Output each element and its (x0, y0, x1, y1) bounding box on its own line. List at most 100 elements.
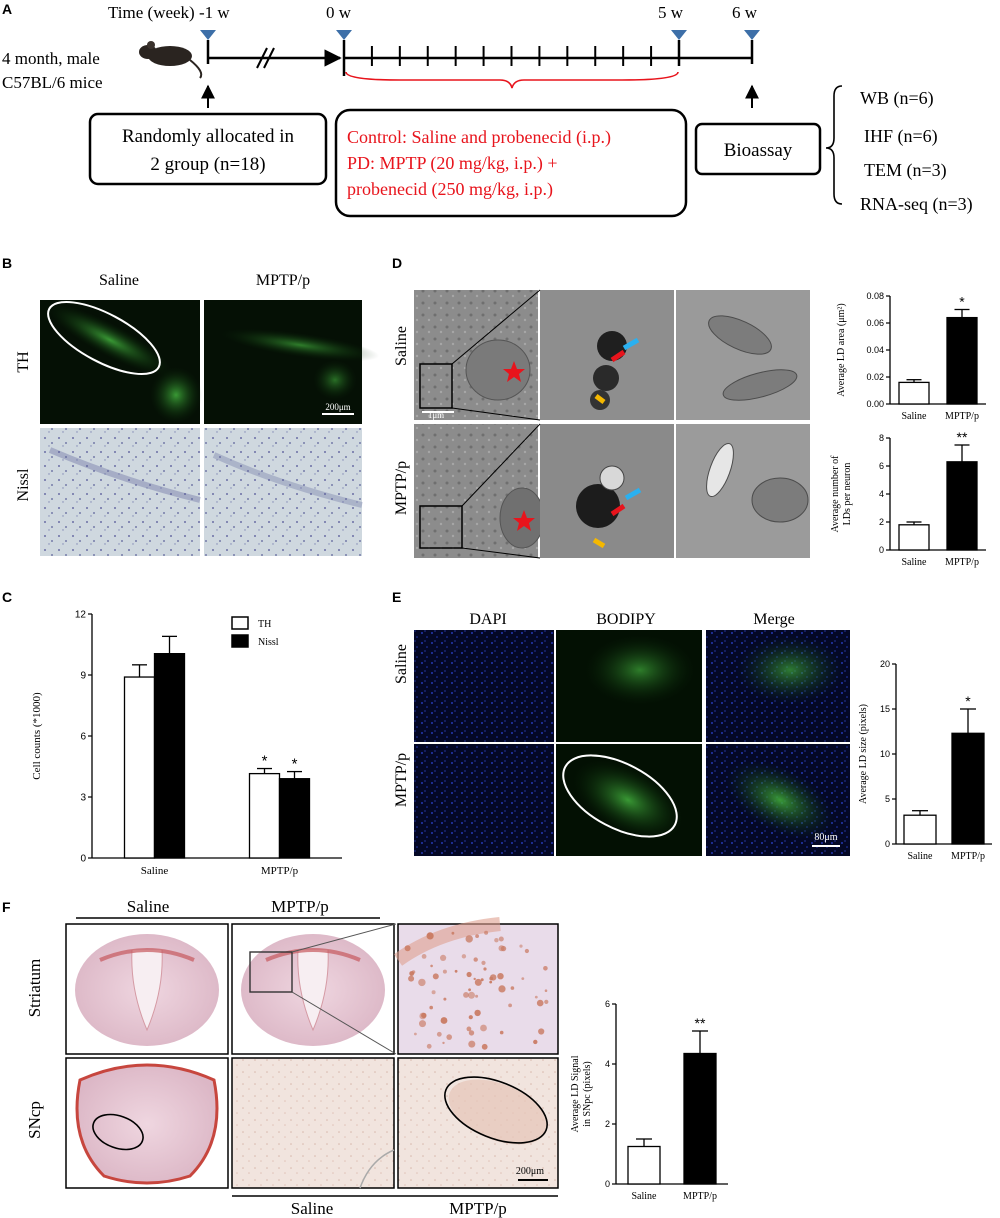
y-tick-label: 20 (880, 659, 890, 669)
arrow-yellow-icon (592, 537, 606, 549)
timeline-break-icon (256, 47, 275, 69)
dapi-saline-image (414, 630, 554, 742)
tem-saline-zoom (540, 290, 674, 420)
assay-brace (825, 85, 843, 205)
bar (278, 778, 311, 859)
lipid-droplet-dot (483, 967, 487, 971)
lipid-droplet-dot (494, 938, 499, 943)
timepoint-markers (200, 30, 760, 40)
lipid-droplet-dot (498, 985, 506, 993)
legend-label: TH (258, 619, 271, 630)
arrow-red-icon (610, 349, 626, 363)
nucleus-star-icon (503, 361, 525, 382)
panel-d: D Saline MPTP/p 1μm (392, 255, 986, 568)
lipid-droplet-dot (432, 973, 439, 980)
allocation-line2: 2 group (n=18) (150, 154, 265, 175)
bar (898, 381, 930, 405)
chart-e: 0 5 10 15 20 Average LD size (pixels) * Saline M… (858, 659, 992, 862)
mouse-icon (139, 41, 203, 79)
lipid-droplet-dot (499, 1030, 504, 1035)
panel-d-row-saline: Saline (393, 326, 410, 366)
y-tick-label: 0.06 (866, 318, 884, 328)
y-axis-label: in SNpc (pixels) (582, 1061, 593, 1127)
lipid-droplet-dot (481, 960, 486, 966)
x-tick-label: MPTP/p (945, 411, 979, 422)
tem-mptp-zoom (540, 424, 674, 558)
y-tick-label: 0 (605, 1179, 610, 1189)
timepoint-marker-icon (671, 30, 687, 40)
y-tick-label: 0 (885, 839, 890, 849)
striatum-mptp-image (231, 923, 395, 1055)
y-tick-label: 0.00 (866, 399, 884, 409)
x-tick-label: Saline (902, 557, 928, 568)
allocation-box (88, 112, 328, 186)
lipid-droplet-dot (421, 1012, 427, 1019)
panel-e: E DAPI BODIPY Merge Saline MPTP/p 80μm 0… (392, 589, 992, 862)
lipid-droplet-dot (510, 986, 515, 990)
lipid-droplet-dot (497, 973, 504, 980)
lipid-droplet-dot (475, 994, 479, 998)
panel-label-a: A (2, 1, 12, 17)
lipid-droplet-dot (426, 932, 434, 940)
bar (903, 814, 937, 845)
lipid-droplet-dot (475, 934, 479, 938)
lipid-droplet-dot (431, 990, 436, 995)
lipid-droplet-dot (508, 1003, 512, 1008)
x-tick-label: Saline (632, 1191, 658, 1202)
lipid-droplet-dot (466, 1026, 472, 1032)
assay-rnaseq: RNA-seq (n=3) (860, 194, 973, 215)
lipid-droplet-dot (473, 977, 476, 981)
panel-f: F Saline MPTP/p Striatum SNcp (2, 897, 728, 1218)
significance-label: * (262, 753, 268, 770)
legend-label: Nissl (258, 637, 279, 648)
panel-f-top-mptp: MPTP/p (271, 897, 329, 916)
panel-b-scalebar: 200μm (325, 402, 350, 412)
treatment-brace (345, 71, 679, 89)
y-axis-label: Cell counts (*1000) (31, 692, 43, 780)
tem-saline-mito (676, 290, 810, 420)
lipid-droplet-dot (430, 964, 433, 968)
y-tick-label: 6 (605, 999, 610, 1009)
assay-tem: TEM (n=3) (864, 160, 947, 181)
mouse-description-line1: 4 month, male (2, 49, 100, 68)
treatment-box (334, 108, 688, 218)
y-tick-label: 3 (80, 793, 86, 804)
timepoint-marker-icon (200, 30, 216, 40)
lipid-droplet-dot (484, 930, 489, 935)
bar (123, 676, 156, 859)
y-axis-label: Average number of (830, 455, 841, 533)
panel-e-row-saline: Saline (393, 644, 410, 684)
treatment-probenecid: probenecid (250 mg/kg, i.p.) (347, 179, 553, 200)
lipid-droplet-dot (468, 1015, 473, 1020)
week-5-label: 5 w (658, 3, 684, 22)
bar (683, 1052, 717, 1185)
panel-label-b: B (2, 255, 12, 271)
allocation-line1: Randomly allocated in (122, 126, 295, 147)
y-tick-label: 2 (605, 1119, 610, 1129)
lipid-droplet-dot (454, 969, 458, 973)
bar (951, 732, 985, 845)
lipid-droplet-dot (544, 989, 548, 992)
y-axis-label: Average LD Signal (570, 1055, 581, 1132)
panel-e-scalebar: 80μm (814, 832, 837, 843)
y-tick-label: 10 (880, 749, 890, 759)
y-tick-label: 0 (879, 545, 884, 555)
lipid-droplet-dot (409, 971, 415, 976)
significance-label: * (965, 693, 971, 709)
lipid-droplet-dot (543, 966, 548, 971)
striatum-zoom-image (393, 917, 559, 1055)
lipid-droplet-dot (418, 978, 426, 987)
panel-b-col-saline: Saline (99, 272, 139, 289)
panel-b-row-th: TH (15, 351, 32, 373)
panel-b: B Saline MPTP/p TH Nissl 200μm (2, 255, 380, 556)
lipid-droplet-dot (480, 978, 484, 982)
panel-f-bottom-mptp: MPTP/p (449, 1199, 507, 1218)
lipid-droplet-dot (421, 954, 427, 959)
lipid-droplet-dot (490, 974, 497, 981)
lipid-droplet-dot (480, 1024, 487, 1032)
x-tick-label: MPTP/p (683, 1191, 717, 1202)
lipid-droplet-dot (521, 977, 525, 980)
y-tick-label: 4 (605, 1059, 610, 1069)
bioassay-box (694, 122, 822, 176)
y-tick-label: 8 (879, 433, 884, 443)
